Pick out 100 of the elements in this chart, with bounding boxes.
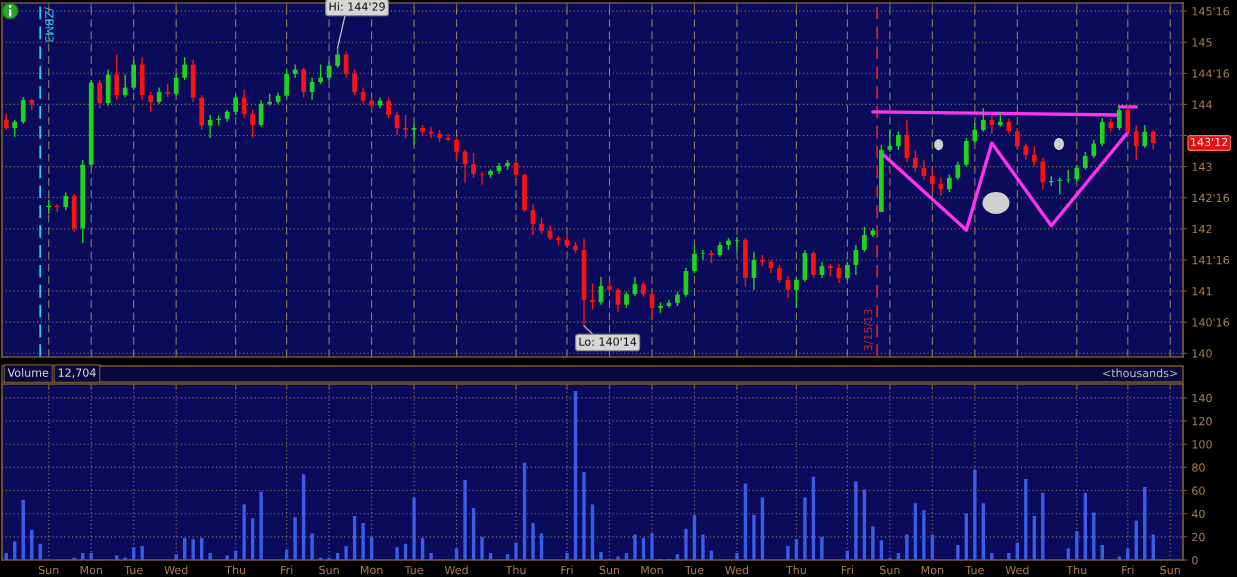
candlestick (734, 236, 740, 253)
y-tick-label: 145'16 (1192, 7, 1230, 16)
candlestick (20, 96, 26, 125)
candlestick (887, 129, 893, 153)
bar (1024, 478, 1028, 560)
candlestick (318, 63, 323, 85)
candlestick (692, 244, 697, 274)
bar (514, 542, 518, 560)
candlestick (913, 149, 918, 173)
y-tick-label: 144 (1192, 100, 1212, 109)
bar (701, 534, 705, 560)
bar (115, 555, 119, 560)
bar (820, 536, 824, 560)
x-tick-label: Sun (319, 565, 339, 575)
bar (429, 553, 433, 560)
candlestick (250, 109, 255, 139)
bar (293, 517, 297, 560)
bar (174, 554, 178, 560)
candlestick (471, 152, 476, 179)
bar (13, 541, 17, 560)
annotation: Hi: 144'29 (329, 2, 385, 11)
y-tick-label: 143 (1192, 162, 1212, 171)
candlestick (148, 91, 154, 113)
candlestick (811, 250, 816, 279)
y-tick-label: 140'16 (1192, 318, 1230, 327)
y-tick-label: 120 (1192, 417, 1212, 426)
bar (684, 528, 688, 560)
bar (735, 553, 739, 560)
bar (361, 522, 365, 560)
y-tick-label: 0 (1192, 555, 1198, 565)
candlestick (989, 114, 995, 135)
chart-title: Volume (7, 368, 49, 377)
bar (225, 555, 229, 560)
x-tick-label: Mon (921, 565, 944, 575)
bar (879, 540, 884, 560)
bar (327, 557, 331, 560)
bar (131, 547, 136, 560)
bar (786, 546, 790, 560)
x-tick-label: Tue (124, 565, 143, 575)
candlestick (173, 73, 179, 97)
x-tick-label: Fri (281, 565, 293, 574)
bar (140, 546, 144, 560)
candlestick (1125, 104, 1131, 135)
x-tick-label: Wed (444, 565, 468, 575)
text: 12,704 (58, 368, 96, 378)
x-tick-label: Sun (599, 565, 620, 575)
bar (1007, 553, 1011, 560)
annotation: Lo: 140'14 (579, 337, 637, 346)
bar (208, 553, 212, 560)
y-tick-label: 40 (1191, 509, 1205, 519)
bar (412, 497, 416, 560)
bar (905, 534, 909, 560)
y-tick-label: 144'16 (1192, 69, 1230, 78)
bar (616, 556, 620, 560)
x-tick-label: Sun (880, 565, 900, 575)
candlestick (700, 249, 706, 261)
x-tick-label: Mon (360, 565, 383, 575)
candlestick (301, 67, 306, 99)
x-tick-label: Sun (1160, 565, 1180, 575)
bar (454, 548, 459, 560)
candlestick (794, 277, 799, 309)
bar (633, 534, 637, 560)
bar (854, 481, 858, 560)
bar (675, 554, 680, 560)
candlestick (862, 226, 867, 253)
candlestick (131, 58, 137, 91)
candlestick (1082, 150, 1088, 171)
y-tick-label: 142'16 (1192, 193, 1230, 203)
bar (922, 510, 926, 560)
x-tick-label: Mon (80, 565, 102, 575)
x-tick-label: Fri (841, 565, 853, 574)
x-tick-label: Thu (505, 565, 526, 575)
candlestick (1040, 157, 1046, 191)
y-tick-label: 100 (1192, 440, 1212, 449)
candlestick (1142, 124, 1148, 149)
bar (463, 480, 467, 560)
bar (871, 526, 875, 560)
candlestick (964, 137, 969, 168)
x-tick-label: Tue (404, 565, 423, 575)
bar (344, 546, 348, 560)
bar (599, 551, 603, 560)
candlestick (454, 137, 459, 161)
candlestick (122, 73, 128, 98)
candlestick (386, 96, 391, 119)
bar (505, 554, 510, 560)
candlestick (63, 191, 69, 211)
x-tick-label: Fri (1122, 565, 1134, 574)
x-tick-label: Thu (225, 565, 246, 575)
y-tick-label: 60 (1192, 486, 1205, 495)
bar (123, 557, 127, 560)
bar (1126, 548, 1130, 560)
y-tick-label: 140 (1192, 393, 1212, 403)
y-tick-label: 20 (1192, 532, 1205, 542)
candlestick (1091, 139, 1097, 159)
bar (990, 553, 994, 560)
bar (650, 533, 654, 560)
y-tick-label: 141'16 (1192, 255, 1230, 265)
x-tick-label: Thu (785, 565, 806, 575)
bar (1066, 548, 1070, 560)
bar (259, 491, 263, 560)
